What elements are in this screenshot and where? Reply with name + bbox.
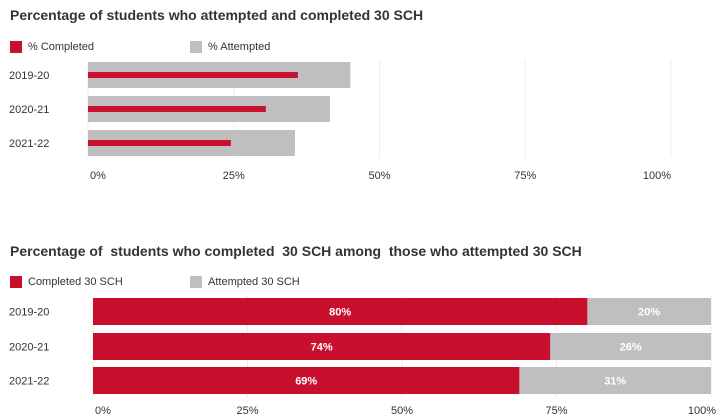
chart2-data-label-attempted-1: 26% xyxy=(620,342,642,354)
chart1-bar-completed-1 xyxy=(88,106,266,112)
chart1-title: Percentage of students who attempted and… xyxy=(10,7,424,23)
chart1-legend-completed-swatch xyxy=(10,41,22,53)
chart1-legend-completed: % Completed xyxy=(10,41,94,53)
chart2-x-tick-label-2: 50% xyxy=(391,405,413,417)
chart2-bar-attempted-0 xyxy=(587,298,711,325)
chart2-y-label-1: 2020-21 xyxy=(9,342,49,354)
chart2-bar-completed-1 xyxy=(93,333,551,360)
chart2-legend-attempted-swatch xyxy=(190,276,202,288)
chart2-legend-attempted: Attempted 30 SCH xyxy=(190,276,300,288)
chart2-data-label-attempted-2: 31% xyxy=(604,376,626,388)
chart2-title: Percentage of students who completed 30 … xyxy=(10,243,582,259)
chart1-x-tick-label-0: 0% xyxy=(90,170,106,182)
chart1-x-tick-label-2: 50% xyxy=(368,170,390,182)
chart2-legend-completed-swatch xyxy=(10,276,22,288)
chart1-x-tick-label-1: 25% xyxy=(223,170,245,182)
chart1-legend-completed-label: % Completed xyxy=(28,41,95,53)
chart2-data-label-completed-2: 69% xyxy=(295,376,317,388)
chart2-data-label-completed-0: 80% xyxy=(329,307,351,319)
chart1-legend-attempted: % Attempted xyxy=(190,41,270,53)
chart1-x-tick-label-3: 75% xyxy=(514,170,536,182)
chart2-data-label-completed-1: 74% xyxy=(311,342,333,354)
chart2-x-tick-label-0: 0% xyxy=(95,405,111,417)
chart1-x-tick-label-4: 100% xyxy=(643,170,671,182)
chart2-legend-attempted-label: Attempted 30 SCH xyxy=(208,276,300,288)
chart1-legend-attempted-swatch xyxy=(190,41,202,53)
chart1-y-label-0: 2019-20 xyxy=(9,70,49,82)
chart2-x-tick-label-4: 100% xyxy=(688,405,716,417)
chart2-bar-completed-0 xyxy=(93,298,588,325)
chart2-x-tick-label-1: 25% xyxy=(236,405,258,417)
chart2-x-tick-label-3: 75% xyxy=(545,405,567,417)
chart2-y-label-2: 2021-22 xyxy=(9,376,49,388)
chart1-bar-completed-0 xyxy=(88,72,298,78)
chart1-legend-attempted-label: % Attempted xyxy=(208,41,271,53)
chart2-legend-completed: Completed 30 SCH xyxy=(10,276,123,288)
chart2-bar-completed-2 xyxy=(93,367,520,394)
chart2-legend-completed-label: Completed 30 SCH xyxy=(28,276,123,288)
chart1-bar-completed-2 xyxy=(88,140,231,146)
chart2-y-label-0: 2019-20 xyxy=(9,307,49,319)
chart2-bar-attempted-2 xyxy=(519,367,711,394)
chart1-y-label-2: 2021-22 xyxy=(9,138,49,150)
chart2-bar-attempted-1 xyxy=(550,333,711,360)
chart1-y-label-1: 2020-21 xyxy=(9,104,49,116)
chart2-data-label-attempted-0: 20% xyxy=(638,307,660,319)
